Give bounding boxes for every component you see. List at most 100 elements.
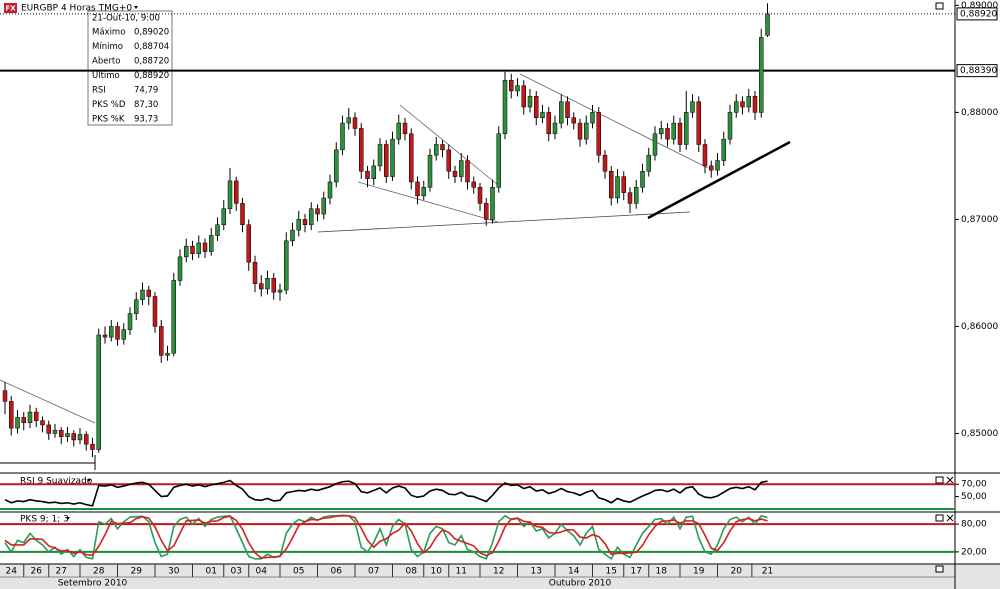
- candle-body: [702, 144, 708, 167]
- x-tick-label: 21: [762, 567, 773, 577]
- drawings: [0, 73, 791, 470]
- maximize-button[interactable]: [935, 565, 944, 573]
- candle-body: [496, 133, 501, 188]
- candle-body: [21, 417, 26, 424]
- candle-body: [15, 417, 20, 429]
- candle-body: [2, 390, 8, 402]
- maximize-button[interactable]: [935, 476, 944, 484]
- candle-body: [696, 101, 701, 145]
- candle-body: [477, 187, 483, 204]
- candle-body: [665, 128, 670, 140]
- candle-body: [102, 334, 108, 338]
- x-tick-label: 19: [693, 567, 705, 577]
- candle-body: [609, 170, 614, 199]
- trend-line: [519, 73, 709, 169]
- candle-body: [615, 176, 620, 199]
- candle-body: [315, 208, 320, 215]
- candle-body: [534, 96, 539, 118]
- candle-body: [296, 219, 301, 231]
- candle-body: [577, 122, 583, 140]
- candle-body: [409, 133, 414, 183]
- candle-body: [571, 117, 576, 124]
- candle-body: [721, 138, 726, 161]
- candle-body: [84, 434, 89, 445]
- info-value: 93,73: [134, 115, 158, 125]
- candle-body: [434, 144, 439, 156]
- candle-body: [484, 203, 489, 220]
- x-tick-label: 01: [206, 567, 217, 577]
- candle-body: [9, 401, 14, 429]
- candle-body: [440, 144, 445, 151]
- candle-body: [209, 235, 214, 252]
- candle-body: [234, 180, 239, 204]
- y-tick-label: 0,87000: [961, 215, 998, 225]
- chart-title: EURGBP 4 Horas TMG+0: [21, 4, 132, 14]
- candle-body: [121, 329, 126, 340]
- info-date: 21-Out-10, 9:00: [92, 14, 160, 24]
- candle-body: [740, 101, 745, 108]
- month-label: Setembro 2010: [58, 579, 128, 589]
- candle-body: [746, 96, 751, 108]
- x-tick-label: 20: [731, 567, 743, 577]
- candle-body: [290, 229, 295, 242]
- candle-body: [146, 289, 151, 297]
- trend-line: [357, 181, 499, 223]
- x-tick-label: 27: [56, 567, 67, 577]
- candle-body: [65, 433, 70, 437]
- candle-body: [471, 181, 476, 188]
- candle-body: [284, 240, 289, 291]
- candle-body: [227, 180, 233, 209]
- info-box: 21-Out-10, 9:00 Máximo 0,89020 Mínimo 0,887…: [87, 10, 173, 126]
- price-label: 0,88920: [960, 9, 997, 19]
- candle-body: [521, 85, 526, 108]
- candle-body: [77, 434, 83, 441]
- info-value: 0,88920: [134, 71, 169, 81]
- x-tick-label: 06: [331, 567, 343, 577]
- candle-body: [59, 430, 64, 437]
- candle-body: [34, 411, 39, 421]
- candle-body: [559, 101, 564, 124]
- indicator-line: [4, 479, 768, 507]
- maximize-button[interactable]: [935, 2, 944, 10]
- candle-body: [684, 112, 689, 145]
- price-label-box: [956, 64, 998, 78]
- candle-body: [709, 165, 714, 171]
- info-label: PKS %K: [92, 115, 125, 125]
- y-tick-label: 70,00: [961, 480, 987, 490]
- info-label: PKS %D: [92, 100, 126, 110]
- candle-body: [646, 154, 651, 172]
- candle-body: [765, 13, 770, 36]
- x-tick-label: 08: [406, 567, 418, 577]
- candle-body: [527, 96, 533, 108]
- x-tick-label: 18: [656, 567, 668, 577]
- candle-body: [590, 112, 595, 124]
- candle-body: [184, 245, 189, 258]
- candle-body: [202, 242, 208, 252]
- candle-body: [109, 326, 114, 338]
- fx-icon-text: FX: [5, 5, 16, 13]
- candle-body: [671, 122, 676, 140]
- candle-body: [502, 80, 508, 135]
- price-label-box: [956, 7, 998, 21]
- x-tick-label: 17: [631, 567, 642, 577]
- candle-body: [221, 208, 226, 226]
- candle-body: [759, 37, 764, 113]
- y-tick-label: 0,85000: [961, 429, 998, 439]
- panel-title: PKS 9; 1; 3: [20, 515, 69, 525]
- candle-body: [690, 101, 695, 113]
- x-tick-label: 12: [493, 567, 504, 577]
- info-label: Aberto: [92, 57, 120, 67]
- candle-body: [152, 296, 158, 327]
- candle-body: [52, 430, 58, 434]
- candle-body: [321, 197, 326, 215]
- x-tick-label: 14: [568, 567, 580, 577]
- candle-body: [334, 149, 339, 183]
- trend-line: [317, 211, 691, 233]
- candle-body: [415, 181, 420, 197]
- close-button[interactable]: [946, 476, 954, 522]
- maximize-button[interactable]: [935, 514, 944, 522]
- trend-line: [647, 140, 791, 220]
- window-buttons: [935, 2, 954, 573]
- info-label: Último: [92, 69, 120, 81]
- info-value: 0,89020: [134, 28, 169, 38]
